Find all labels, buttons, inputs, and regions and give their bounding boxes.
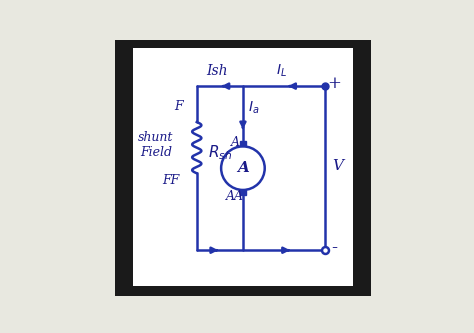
Circle shape — [221, 147, 264, 190]
Text: shunt
Field: shunt Field — [138, 131, 173, 159]
Text: -: - — [331, 239, 337, 257]
Text: Ish: Ish — [207, 64, 228, 78]
Text: A: A — [237, 161, 249, 175]
Bar — [240, 190, 246, 195]
Text: V: V — [332, 159, 343, 172]
Bar — [115, 40, 133, 296]
Text: AA: AA — [226, 190, 244, 203]
Text: $I_L$: $I_L$ — [276, 63, 287, 79]
Bar — [353, 40, 371, 296]
Text: $R_{sh}$: $R_{sh}$ — [208, 144, 232, 162]
Text: FF: FF — [163, 174, 180, 187]
Text: A: A — [231, 136, 240, 149]
Text: $I_a$: $I_a$ — [248, 100, 259, 116]
Bar — [130, 48, 353, 286]
Bar — [115, 286, 371, 296]
Text: F: F — [174, 100, 183, 113]
Bar — [115, 40, 371, 48]
Bar — [240, 141, 246, 147]
Text: +: + — [327, 75, 341, 92]
